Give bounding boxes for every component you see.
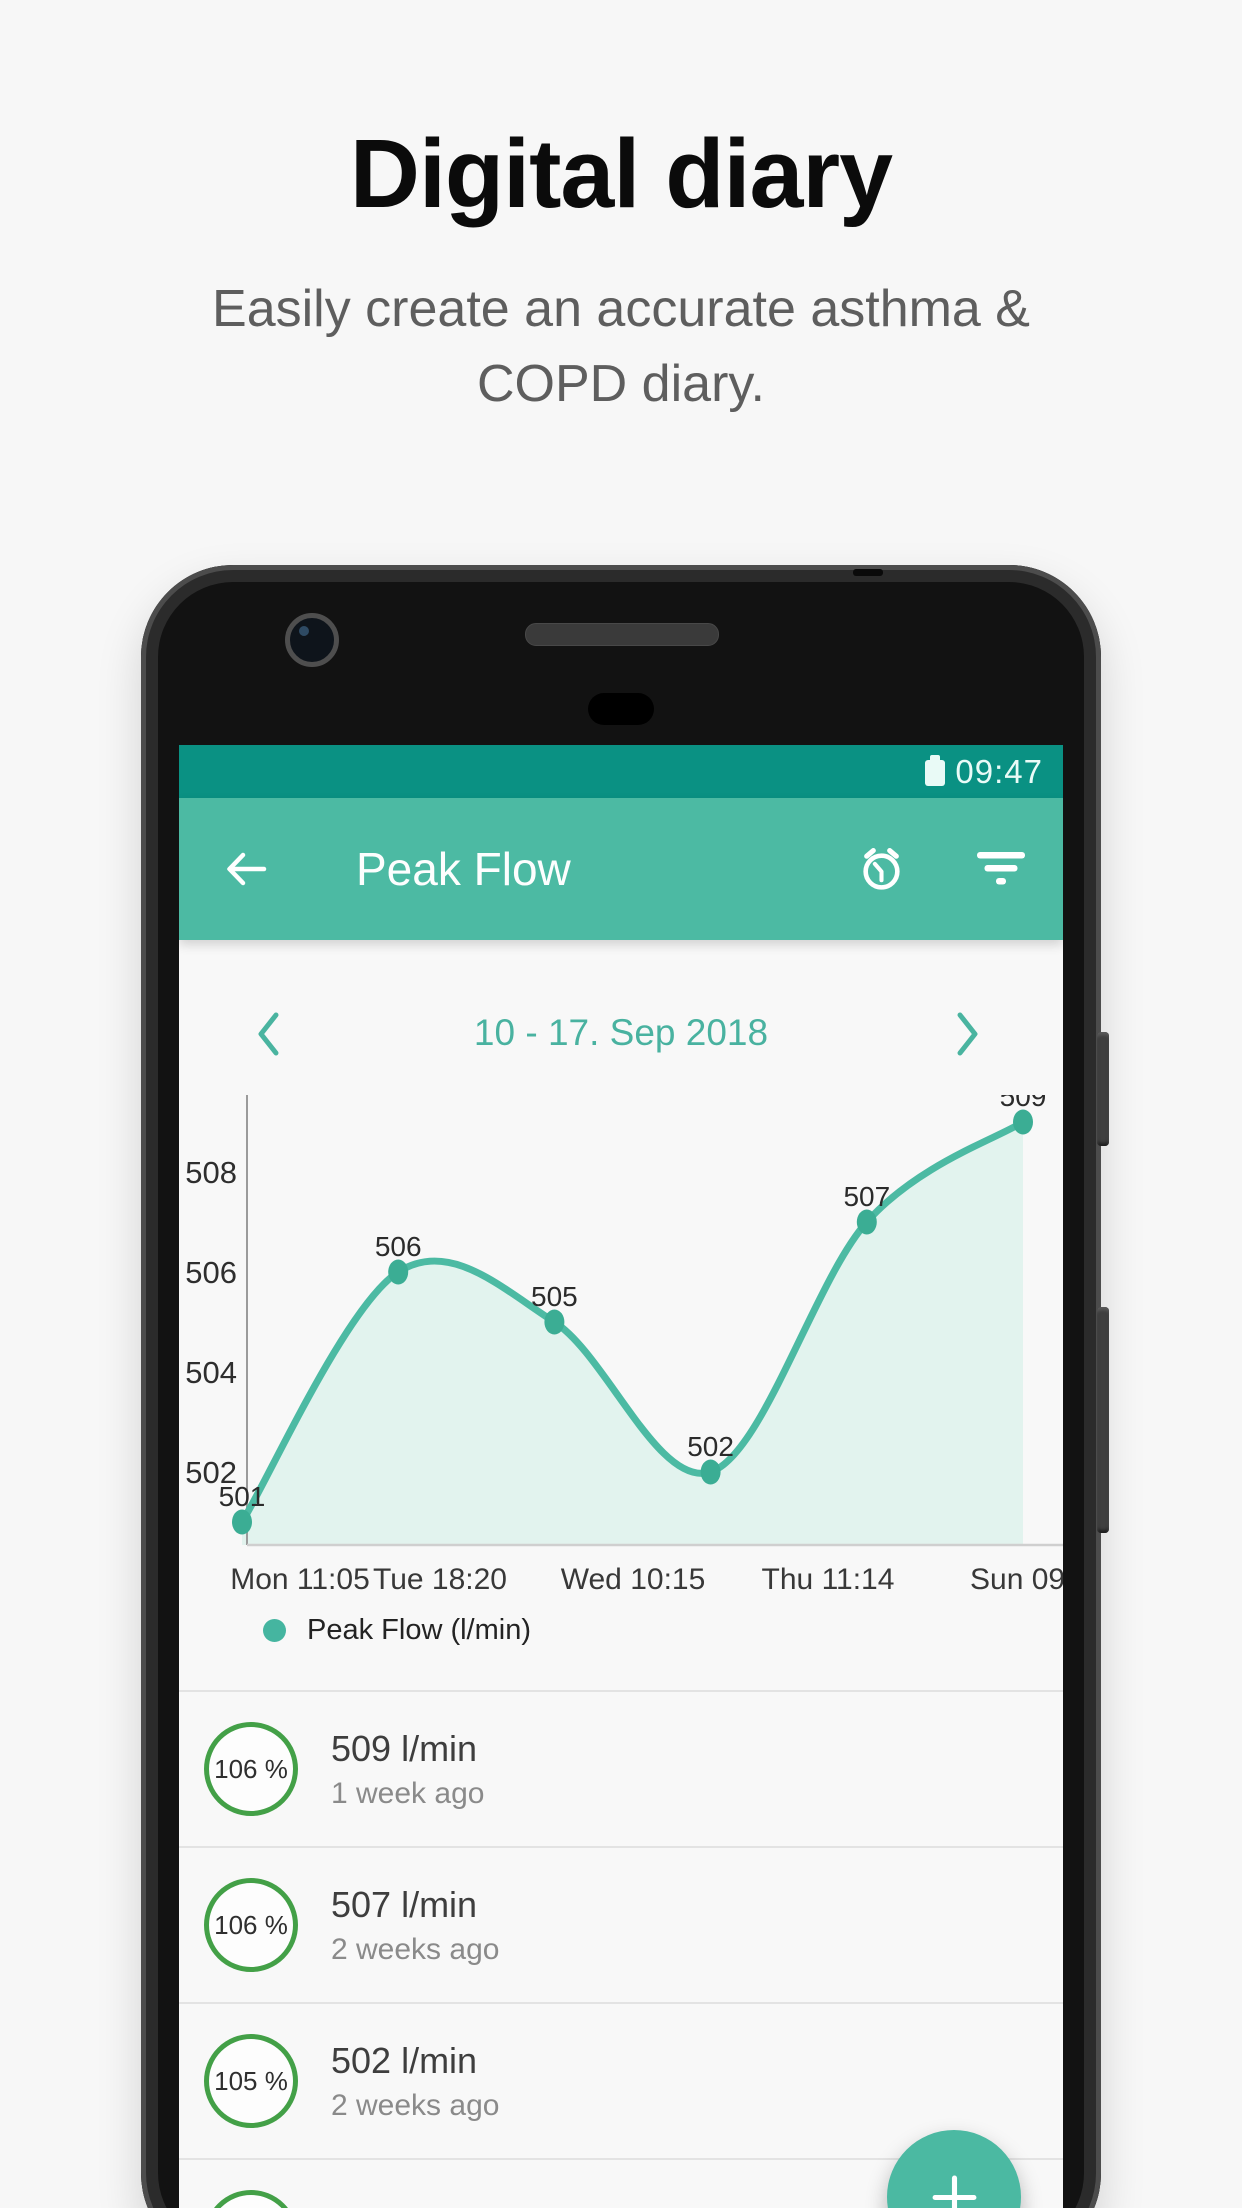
data-point <box>388 1259 409 1285</box>
volume-button <box>1097 1307 1109 1533</box>
reading-value: 509 l/min <box>331 1728 478 1769</box>
data-point-label: 501 <box>219 1481 266 1512</box>
reading-text: 509 l/min 1 week ago <box>331 1726 484 1812</box>
chevron-right-icon <box>957 1012 978 1056</box>
data-point-label: 505 <box>531 1281 578 1312</box>
y-tick-label: 502 <box>185 1455 237 1490</box>
data-point-label: 506 <box>375 1231 422 1262</box>
reading-value: 502 l/min <box>331 2040 478 2081</box>
alarm-clock-icon <box>863 847 900 890</box>
arrow-left-icon <box>227 852 267 886</box>
data-point <box>544 1309 565 1335</box>
filter-button[interactable] <box>977 852 1025 886</box>
x-tick-label: Thu 11:14 <box>762 1563 895 1596</box>
reading-value: 507 l/min <box>331 1884 478 1925</box>
data-point <box>232 1509 252 1535</box>
data-point-label: 502 <box>687 1431 734 1462</box>
peak-flow-chart: 502 504 506 508 Mon 11:05 Tue 18:20 Wed 10:15 T… <box>179 1095 1063 1607</box>
data-point <box>856 1209 877 1235</box>
app-bar-title: Peak Flow <box>356 843 571 895</box>
reading-time: 2 weeks ago <box>331 2089 500 2122</box>
alarm-button[interactable] <box>858 846 905 893</box>
x-tick-label: Tue 18:20 <box>373 1563 507 1596</box>
power-button <box>1097 1032 1109 1146</box>
back-button[interactable] <box>223 846 269 892</box>
readings-list: 106 % 509 l/min 1 week ago 106 % 507 l/min 2 … <box>179 1690 1063 2208</box>
next-week-button[interactable] <box>954 1011 981 1062</box>
app-bar: Peak Flow <box>179 798 1063 940</box>
reading-list-item[interactable]: 106 % 507 l/min 2 weeks ago <box>179 1846 1063 2002</box>
status-bar: 09:47 <box>179 745 1063 798</box>
proximity-sensor <box>588 693 654 725</box>
reading-list-item[interactable]: 505 l/min <box>179 2158 1063 2208</box>
x-tick-label: Mon 11:05 <box>230 1563 370 1596</box>
reading-percent: 106 % <box>214 1909 288 1940</box>
front-camera <box>285 613 339 667</box>
y-tick-label: 506 <box>185 1255 237 1290</box>
phone-screen: 09:47 Peak Flow <box>179 745 1063 2208</box>
reading-time: 2 weeks ago <box>331 1933 500 1966</box>
chart-legend: Peak Flow (l/min) <box>263 1614 531 1647</box>
percent-ring: 105 % <box>204 2034 298 2128</box>
legend-label: Peak Flow (l/min) <box>307 1614 531 1646</box>
percent-ring: 106 % <box>204 1878 298 1972</box>
phone-mockup: 09:47 Peak Flow <box>141 565 1109 2208</box>
legend-dot-icon <box>263 1619 286 1642</box>
reading-list-item[interactable]: 106 % 509 l/min 1 week ago <box>179 1690 1063 1846</box>
data-point-label: 507 <box>843 1181 890 1212</box>
battery-icon <box>925 754 946 786</box>
page-title: Digital diary <box>349 119 893 228</box>
percent-ring <box>204 2190 298 2208</box>
previous-week-button[interactable] <box>255 1011 282 1062</box>
page-subtitle: Easily create an accurate asthma & COPD … <box>212 280 1030 413</box>
date-range-label: 10 - 17. Sep 2018 <box>473 1012 769 1053</box>
chart-area-fill <box>242 1122 1023 1545</box>
reading-percent: 105 % <box>214 2065 288 2096</box>
x-tick-label: Sun 09:1 <box>970 1563 1063 1596</box>
filter-list-icon <box>977 852 1025 885</box>
reading-text: 507 l/min 2 weeks ago <box>331 1882 499 1968</box>
data-point-label: 509 <box>1000 1095 1047 1112</box>
percent-ring: 106 % <box>204 1722 298 1816</box>
chevron-left-icon <box>258 1012 279 1056</box>
earpiece-speaker <box>525 623 719 646</box>
data-point <box>700 1459 721 1485</box>
x-tick-label: Wed 10:15 <box>561 1563 706 1596</box>
status-time: 09:47 <box>955 752 1043 790</box>
y-tick-label: 508 <box>185 1155 237 1190</box>
y-tick-label: 504 <box>185 1355 237 1390</box>
date-navigation: 10 - 17. Sep 2018 <box>179 995 1063 1071</box>
plus-icon <box>932 2175 976 2208</box>
reading-percent: 106 % <box>214 1753 288 1784</box>
reading-time: 1 week ago <box>331 1777 485 1810</box>
antenna-band <box>853 569 883 576</box>
data-point <box>1013 1109 1033 1135</box>
reading-list-item[interactable]: 105 % 502 l/min 2 weeks ago <box>179 2002 1063 2158</box>
reading-text: 502 l/min 2 weeks ago <box>331 2038 499 2124</box>
